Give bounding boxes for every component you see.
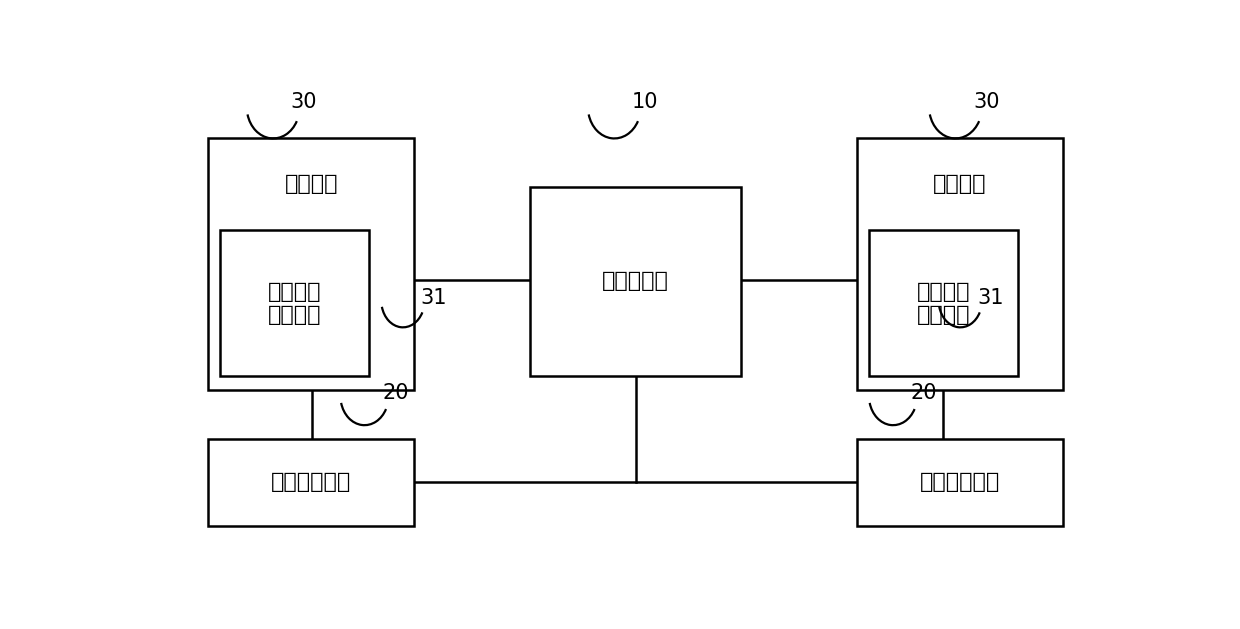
Text: 30: 30 [973, 92, 999, 112]
Text: 30: 30 [290, 92, 317, 112]
FancyBboxPatch shape [208, 138, 414, 390]
FancyBboxPatch shape [221, 230, 370, 376]
FancyBboxPatch shape [208, 439, 414, 526]
Text: 31: 31 [978, 288, 1004, 308]
Text: 通信转发装置: 通信转发装置 [272, 472, 351, 493]
Text: 第一近程
通信装置: 第一近程 通信装置 [916, 282, 970, 325]
Text: 20: 20 [382, 382, 408, 403]
FancyBboxPatch shape [529, 187, 742, 376]
Text: 10: 10 [632, 92, 658, 112]
Text: 31: 31 [420, 288, 446, 308]
Text: 通信转发装置: 通信转发装置 [920, 472, 999, 493]
Text: 20: 20 [910, 382, 937, 403]
Text: 支付机具: 支付机具 [284, 174, 339, 194]
FancyBboxPatch shape [857, 439, 1063, 526]
FancyBboxPatch shape [869, 230, 1018, 376]
Text: 第一近程
通信装置: 第一近程 通信装置 [268, 282, 321, 325]
Text: 支付机具: 支付机具 [932, 174, 987, 194]
Text: 后台服务器: 后台服务器 [603, 271, 668, 291]
FancyBboxPatch shape [857, 138, 1063, 390]
